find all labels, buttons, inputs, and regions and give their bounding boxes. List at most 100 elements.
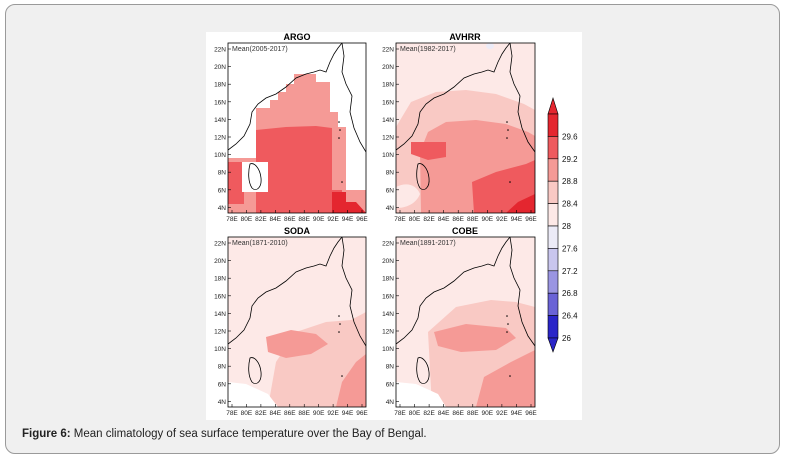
lat-tick-label: 12N (382, 135, 394, 142)
colorbar-segment (547, 248, 559, 272)
lon-tick-label: 90E (482, 216, 494, 223)
lat-tick-label: 20N (382, 258, 394, 265)
lon-tick-label: 88E (467, 216, 479, 223)
lon-tick-label: 90E (482, 410, 494, 417)
colorbar-segment (547, 292, 559, 316)
lat-tick-label: 14N (382, 311, 394, 318)
colorbar-label: 27.2 (562, 267, 578, 276)
lat-tick-label: 16N (382, 99, 394, 106)
colorbar-label: 27.6 (562, 244, 578, 253)
lat-tick-label: 4N (386, 399, 395, 406)
lat-tick-label: 22N (382, 47, 394, 54)
lon-tick-label: 88E (298, 216, 310, 223)
lat-tick-label: 10N (214, 346, 226, 353)
colorbar-segment (547, 225, 559, 249)
lat-tick-label: 4N (218, 399, 227, 406)
lon-tick-label: 96E (525, 216, 537, 223)
colorbar-segment (547, 136, 559, 160)
colorbar-label: 26 (562, 334, 571, 343)
lat-tick-label: 18N (214, 82, 226, 89)
colorbar-label: 28.4 (562, 200, 578, 209)
lat-tick-label: 12N (214, 329, 226, 336)
lat-tick-label: 8N (386, 170, 395, 177)
lon-tick-label: 82E (423, 410, 435, 417)
lon-tick-label: 96E (356, 216, 368, 223)
panel-cobe: COBE Mean(1891-2017) (395, 226, 536, 408)
colorbar-segment (547, 180, 559, 204)
colorbar-cap (547, 337, 559, 353)
panel-period: Mean(2005-2017) (232, 46, 288, 53)
lat-tick-label: 18N (214, 276, 226, 283)
lat-tick-label: 18N (382, 82, 394, 89)
lat-tick-label: 20N (382, 64, 394, 71)
colorbar-label: 28 (562, 222, 571, 231)
lon-tick-label: 84E (270, 216, 282, 223)
lon-tick-label: 90E (313, 216, 325, 223)
lon-tick-label: 82E (423, 216, 435, 223)
lat-tick-label: 18N (382, 276, 394, 283)
lat-tick-label: 22N (214, 47, 226, 54)
lat-tick-label: 20N (214, 258, 226, 265)
lon-tick-label: 80E (241, 410, 253, 417)
lat-tick-label: 16N (382, 293, 394, 300)
panel-title: COBE (452, 226, 478, 236)
colorbar-label: 26.8 (562, 289, 578, 298)
lat-tick-label: 12N (382, 329, 394, 336)
panel-avhrr: AVHRR Mean(1982-2017) (395, 32, 536, 214)
lon-tick-label: 86E (452, 216, 464, 223)
lon-tick-label: 80E (409, 216, 421, 223)
lat-tick-label: 6N (386, 381, 395, 388)
panel-title: ARGO (284, 32, 311, 42)
lat-tick-label: 14N (214, 311, 226, 318)
lon-tick-label: 84E (270, 410, 282, 417)
lat-tick-label: 8N (218, 364, 227, 371)
panel-period: Mean(1891-2017) (400, 240, 456, 247)
lon-tick-label: 94E (511, 216, 523, 223)
colorbar-segment (547, 315, 559, 339)
lon-tick-label: 96E (356, 410, 368, 417)
lon-tick-label: 82E (255, 216, 267, 223)
lat-tick-label: 14N (382, 117, 394, 124)
colorbar-segment (547, 113, 559, 137)
lat-tick-label: 20N (214, 64, 226, 71)
lon-tick-label: 78E (394, 410, 406, 417)
lon-tick-label: 88E (298, 410, 310, 417)
lat-tick-label: 12N (214, 135, 226, 142)
lon-tick-label: 94E (511, 410, 523, 417)
figure-image: ARGO Mean(2005-2017) AVHRR Mean(1982-201… (206, 32, 582, 420)
lon-tick-label: 84E (438, 410, 450, 417)
panel-period: Mean(1871-2010) (232, 240, 288, 247)
lon-tick-label: 82E (255, 410, 267, 417)
panel-period: Mean(1982-2017) (400, 46, 456, 53)
panel-soda: SODA Mean(1871-2010) (227, 226, 367, 408)
lon-tick-label: 86E (452, 410, 464, 417)
lat-tick-label: 22N (214, 241, 226, 248)
lon-tick-label: 84E (438, 216, 450, 223)
colorbar-cap (547, 96, 559, 115)
lat-tick-label: 16N (214, 99, 226, 106)
lon-tick-label: 90E (313, 410, 325, 417)
colorbar-segment (547, 270, 559, 294)
lon-tick-label: 78E (394, 216, 406, 223)
colorbar-segment (547, 203, 559, 227)
lon-tick-label: 92E (496, 216, 508, 223)
lon-tick-label: 92E (327, 410, 339, 417)
lat-tick-label: 8N (218, 170, 227, 177)
lon-tick-label: 78E (226, 216, 238, 223)
lon-tick-label: 92E (496, 410, 508, 417)
lat-tick-label: 4N (218, 205, 227, 212)
lat-tick-label: 10N (214, 152, 226, 159)
caption-text: Mean climatology of sea surface temperat… (70, 428, 427, 440)
lat-tick-label: 22N (382, 241, 394, 248)
lon-tick-label: 88E (467, 410, 479, 417)
lon-tick-label: 86E (284, 216, 296, 223)
colorbar-label: 29.2 (562, 155, 578, 164)
colorbar-label: 26.4 (562, 312, 578, 321)
caption-label: Figure 6: (22, 428, 71, 440)
lon-tick-label: 96E (525, 410, 537, 417)
lon-tick-label: 86E (284, 410, 296, 417)
colorbar: 29.6 29.2 28.8 28.4 28 27.6 27.2 26.8 26.4 26 (547, 96, 578, 353)
colorbar-label: 28.8 (562, 177, 578, 186)
lat-tick-label: 6N (218, 187, 227, 194)
